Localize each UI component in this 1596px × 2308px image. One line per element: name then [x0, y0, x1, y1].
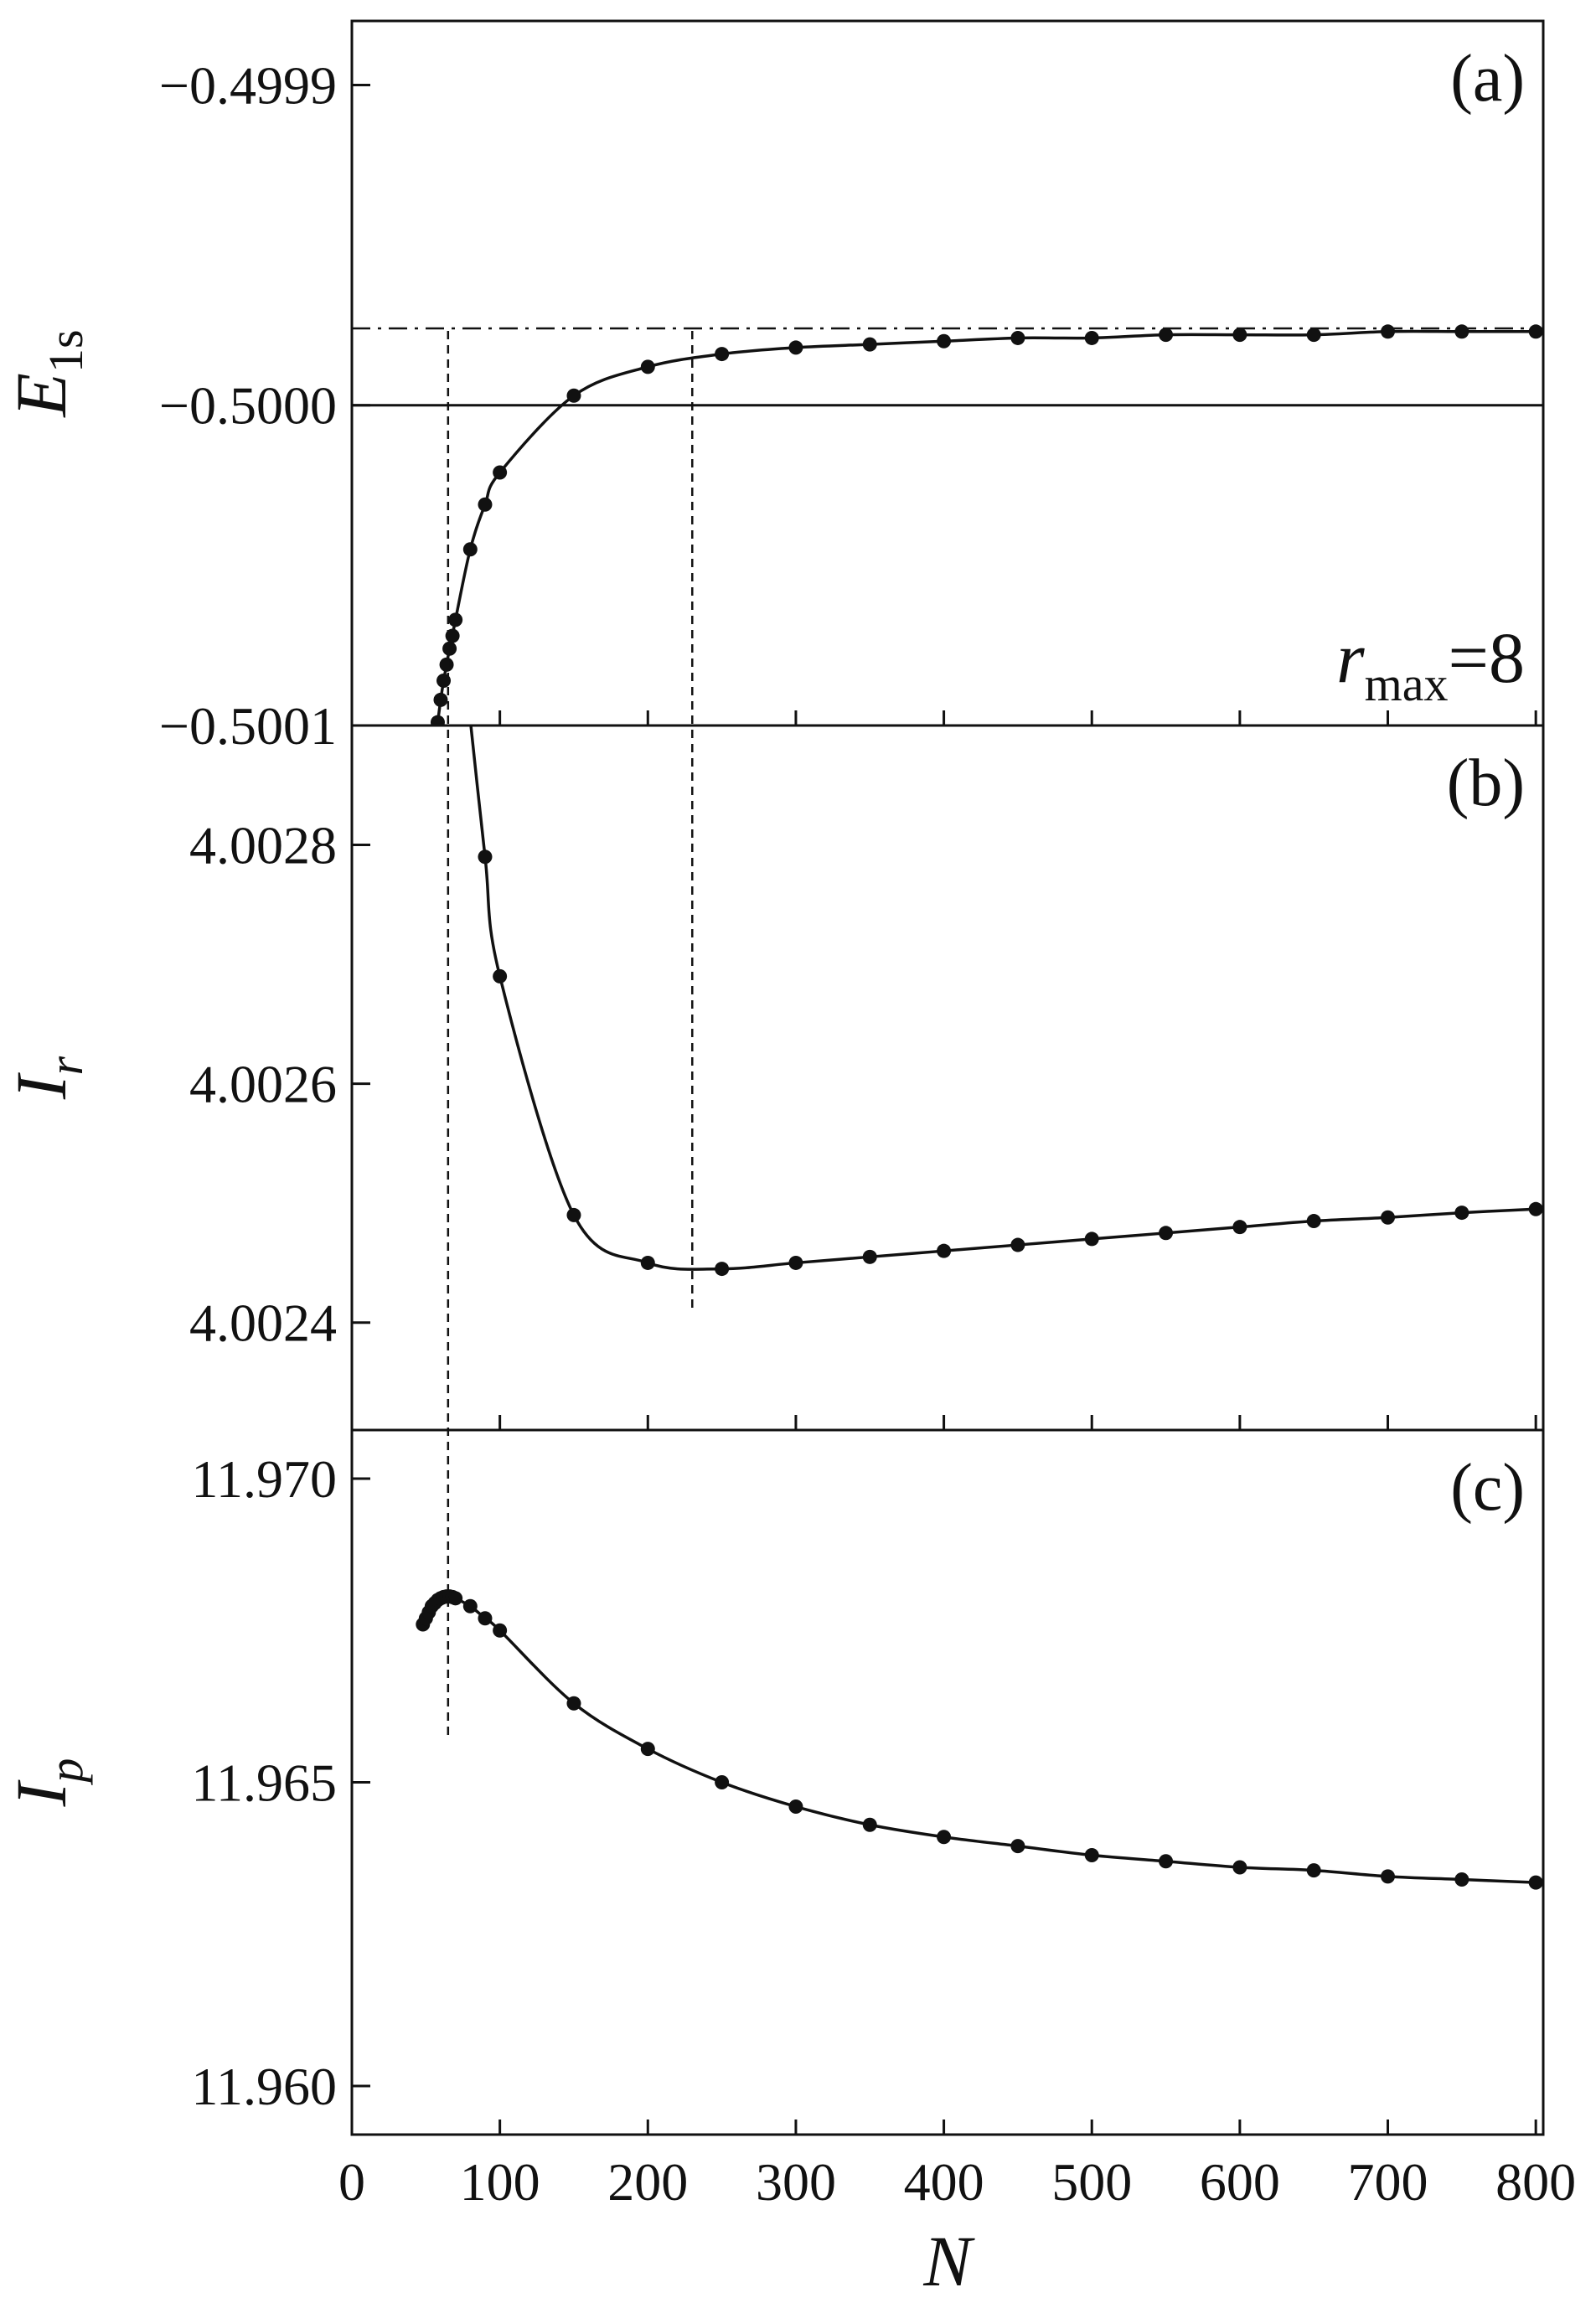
panel-a-data-point	[1159, 328, 1174, 343]
panel-a-data-point	[1381, 324, 1396, 339]
x-axis-title: N	[922, 2221, 975, 2301]
panel-b-label: (b)	[1447, 746, 1525, 820]
panel-b-data-point	[1159, 1226, 1174, 1241]
x-tick-label: 600	[1200, 2152, 1280, 2212]
panel-b-data-point	[566, 1207, 581, 1222]
panel-c-data-point	[478, 1611, 493, 1626]
x-tick-label: 0	[338, 2152, 365, 2212]
panel-a-data-point	[1232, 328, 1247, 343]
panel-b-data-point	[640, 1255, 655, 1270]
panel-c-ytick-label: 11.970	[191, 1449, 337, 1509]
panel-b-data-point	[788, 1255, 803, 1270]
x-tick-label: 700	[1348, 2152, 1428, 2212]
panel-b-frame	[350, 724, 1545, 1432]
panel-a-data-point	[1010, 330, 1025, 345]
x-tick-label: 200	[607, 2152, 688, 2212]
panel-a-data-point	[462, 542, 478, 557]
x-tick-label: 400	[904, 2152, 984, 2212]
panel-b-data-point	[493, 968, 508, 984]
panel-a-ytick-label: −0.5000	[159, 376, 337, 436]
panel-b-data-point	[1084, 1231, 1099, 1247]
panel-c-frame	[350, 1428, 1545, 2136]
panel-c-data-point	[1232, 1860, 1247, 1875]
panel-b-ytick-label: 4.0024	[189, 1293, 337, 1353]
panel-b-data-point	[862, 1249, 877, 1264]
panel-c-ytick-label: 11.965	[191, 1753, 337, 1813]
x-tick-label: 100	[460, 2152, 540, 2212]
panel-c-data-point	[1381, 1869, 1396, 1884]
panel-c-label: (c)	[1450, 1451, 1525, 1525]
panel-b-ytick-label: 4.0026	[189, 1055, 337, 1114]
panel-a-data-point	[493, 465, 508, 480]
panel-c-data-point	[566, 1696, 581, 1711]
panel-a-data-point	[788, 340, 803, 355]
panel-b-data-point	[478, 849, 493, 865]
panel-b-ylabel: Ir	[1, 1056, 93, 1100]
panel-b-data-point	[1528, 1201, 1543, 1216]
panel-a-data-point	[862, 337, 877, 352]
panel-a-ytick-label: −0.5001	[159, 696, 337, 756]
panel-c-series-line	[421, 1594, 1537, 1884]
x-tick-label: 300	[756, 2152, 836, 2212]
panel-b-data-point	[1010, 1237, 1025, 1252]
panel-c-data	[416, 1589, 1543, 1890]
panel-b-data	[469, 725, 1543, 1277]
panel-b-data-point	[937, 1243, 952, 1258]
panel-b: 4.0028 4.0026 4.0024 (b) Ir	[1, 724, 1545, 1432]
panel-a-data-point	[937, 333, 952, 349]
x-tick-label: 500	[1051, 2152, 1132, 2212]
panel-a-data-point	[1528, 324, 1543, 339]
panel-b-data-point	[1454, 1206, 1469, 1221]
panel-a-data-point	[1454, 324, 1469, 339]
panel-a-data-point	[1306, 328, 1321, 343]
panel-b-data-point	[1381, 1210, 1396, 1225]
panel-b-data-point	[1232, 1220, 1247, 1235]
x-tick-label: 800	[1495, 2152, 1576, 2212]
panel-c-ytick-label: 11.960	[191, 2057, 337, 2116]
panel-b-data-point	[1306, 1214, 1321, 1229]
panel-a-data	[430, 324, 1543, 725]
panel-c-data-point	[493, 1623, 508, 1638]
panel-a-label: (a)	[1450, 42, 1525, 116]
panel-c-data-point	[448, 1591, 463, 1606]
panel-a-data-point	[442, 641, 457, 656]
panel-c-data-point	[715, 1775, 730, 1789]
panel-c: 11.970 11.965 11.960 (c) Ip	[1, 1428, 1545, 2136]
panel-a-data-point	[439, 657, 454, 672]
panel-c-data-point	[640, 1742, 655, 1757]
panel-c-data-point	[1010, 1839, 1025, 1854]
panel-b-data-point	[715, 1262, 730, 1277]
panel-a-data-point	[430, 715, 445, 725]
panel-c-data-point	[462, 1598, 478, 1614]
panel-c-ylabel: Ip	[1, 1758, 93, 1808]
panel-a-data-point	[478, 497, 493, 512]
panel-b-series-line	[469, 725, 1537, 1271]
panel-a: −0.4999 −0.5000 −0.5001 (a) E1s rmax=8	[1, 19, 1545, 756]
panel-c-data-point	[1159, 1854, 1174, 1869]
panel-a-data-point	[433, 692, 448, 707]
panel-a-ylabel: E1s	[1, 329, 93, 418]
panel-c-data-point	[1454, 1872, 1469, 1887]
panel-c-data-point	[788, 1799, 803, 1814]
panel-a-data-point	[640, 359, 655, 374]
panel-a-ytick-label: −0.4999	[159, 55, 337, 115]
panel-c-data-point	[1528, 1875, 1543, 1890]
panel-a-data-point	[715, 347, 730, 362]
panel-c-data-point	[1084, 1848, 1099, 1862]
panel-c-data-point	[1306, 1863, 1321, 1878]
panel-a-data-point	[1084, 330, 1099, 345]
panel-a-data-point	[448, 612, 463, 627]
panel-b-ytick-label: 4.0028	[189, 816, 337, 875]
panel-c-data-point	[862, 1817, 877, 1832]
panel-a-data-point	[566, 388, 581, 403]
panel-a-frame	[350, 19, 1545, 727]
panel-c-data-point	[937, 1830, 952, 1845]
panel-a-annotation: rmax=8	[1336, 617, 1525, 711]
